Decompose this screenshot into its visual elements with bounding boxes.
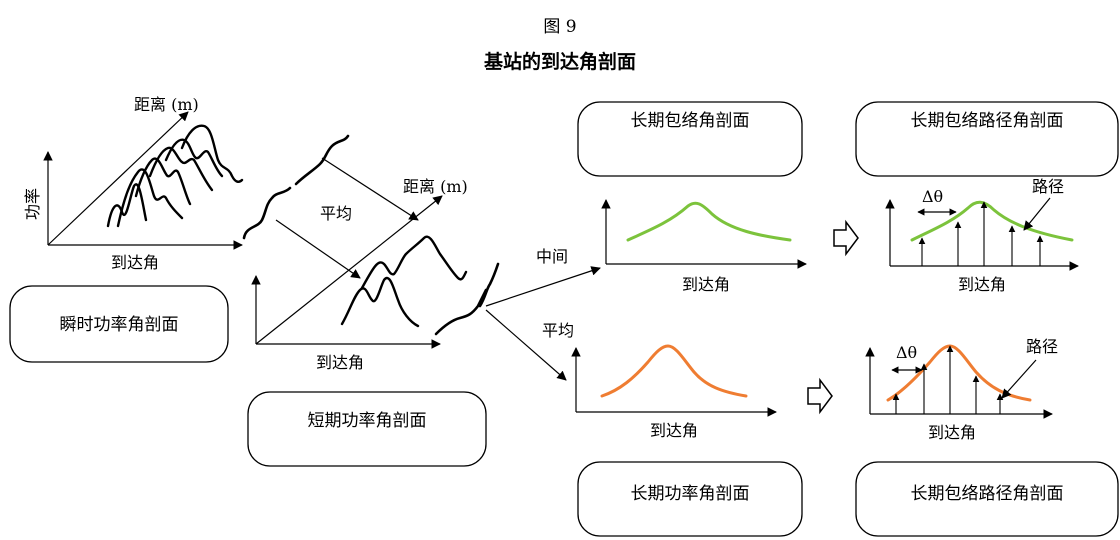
instant-power-waves [106, 124, 244, 228]
box-label: 长期包络路径角剖面 [911, 111, 1064, 131]
figure-title: 基站的到达角剖面 [483, 50, 636, 73]
distance-label: 距离 (m) [134, 95, 199, 114]
path-impulses [918, 201, 1044, 266]
long-power-plot: 到达角 [571, 344, 777, 440]
long-envelope-plot: 到达角 [601, 199, 807, 294]
path-pointer-arrow [1001, 359, 1037, 399]
average-label-1: 平均 [320, 204, 352, 223]
box-short-term-profile: 短期功率角剖面 [247, 391, 487, 467]
box-label: 瞬时功率角剖面 [60, 315, 179, 335]
box-instant-profile: 瞬时功率角剖面 [9, 285, 229, 363]
aoa-label: 到达角 [958, 275, 1006, 294]
box-label: 短期功率角剖面 [308, 411, 427, 431]
box-label: 长期包络角剖面 [631, 111, 750, 131]
short-term-power-plot: 距离 (m) 到达角 [251, 177, 468, 372]
bracket-left-2 [434, 288, 488, 336]
aoa-label: 到达角 [650, 421, 698, 440]
box-long-envelope-profile: 长期包络角剖面 [577, 101, 803, 177]
green-envelope-curve [626, 201, 792, 242]
distance-label: 距离 (m) [403, 177, 468, 196]
distance-axis-arrow [255, 195, 443, 345]
aoa-label: 到达角 [111, 253, 159, 272]
path-label: 路径 [1032, 177, 1064, 196]
aoa-label: 到达角 [316, 353, 364, 372]
delta-theta-label: Δθ [922, 187, 943, 206]
path-profile-top: Δθ 路径 到达角 [885, 177, 1079, 294]
power-axis-label: 功率 [23, 188, 42, 220]
box-long-envelope-path-profile-bottom: 长期包络路径角剖面 [855, 461, 1119, 537]
instant-power-plot: 距离 (m) 功率 到达角 [23, 95, 244, 272]
orange-power-curve [600, 344, 748, 398]
box-label: 长期包络路径角剖面 [911, 484, 1064, 504]
bracket-right-2 [478, 262, 500, 308]
bracket-left-1 [242, 186, 292, 240]
aoa-label: 到达角 [682, 275, 730, 294]
hollow-right-arrow-icon [807, 377, 833, 415]
box-long-power-profile: 长期功率角剖面 [577, 461, 803, 537]
distance-axis-arrow [47, 111, 189, 246]
green-envelope-curve [910, 200, 1074, 242]
avg-arrow-upper [321, 157, 419, 221]
average-label-2: 平均 [542, 321, 574, 340]
box-label: 长期功率角剖面 [631, 484, 750, 504]
path-impulses [892, 345, 1004, 414]
aoa-label: 到达角 [928, 423, 976, 442]
path-label: 路径 [1026, 337, 1058, 356]
avg-arrow-lower [275, 219, 361, 279]
delta-theta-label: Δθ [896, 343, 917, 362]
hollow-right-arrow-icon [833, 219, 859, 257]
middle-label: 中间 [536, 247, 568, 266]
bracket-right-1 [294, 134, 350, 186]
short-term-power-waves [340, 235, 468, 328]
path-pointer-arrow [1023, 197, 1051, 231]
path-profile-bottom: Δθ 路径 到达角 [865, 337, 1058, 442]
box-long-envelope-path-profile-top: 长期包络路径角剖面 [855, 101, 1119, 177]
branch-arrow-middle [485, 266, 601, 307]
branch-arrow-average [485, 309, 567, 381]
figure-number: 图 9 [543, 17, 576, 37]
